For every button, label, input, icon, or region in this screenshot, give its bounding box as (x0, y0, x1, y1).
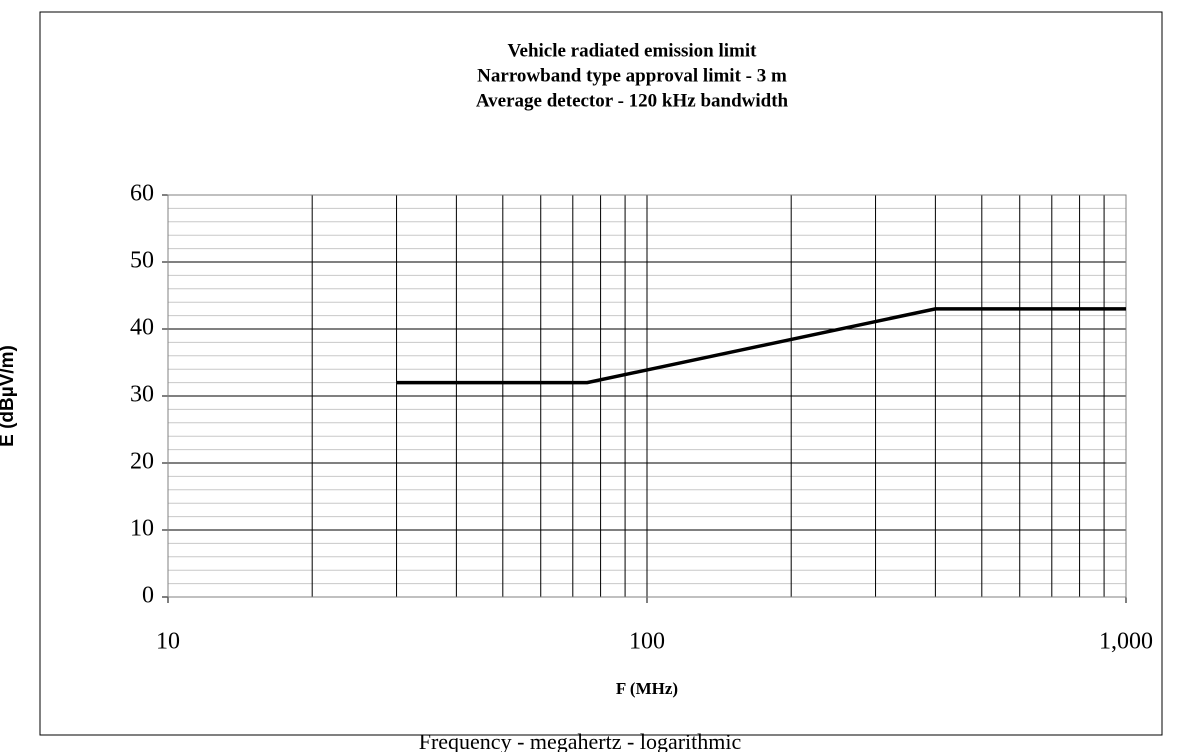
frame-edge (40, 734, 1162, 736)
plot-border (167, 194, 1127, 598)
chart-title: Vehicle radiated emission limit (508, 40, 758, 61)
y-tick-label: 50 (130, 248, 154, 274)
y-axis-label: E (dBµV/m) (0, 345, 18, 447)
chart-title: Average detector - 120 kHz bandwidth (476, 90, 789, 111)
caption: Frequency - megahertz - logarithmic (419, 729, 742, 752)
y-tick-label: 40 (130, 315, 154, 341)
y-tick-label: 0 (142, 583, 154, 609)
y-tick-label: 10 (130, 516, 154, 542)
chart-title: Narrowband type approval limit - 3 m (477, 65, 787, 86)
x-axis-label: F (MHz) (616, 679, 678, 698)
x-tick-label: 100 (629, 629, 665, 655)
data-line (396, 307, 1126, 385)
y-tick-label: 60 (130, 181, 154, 207)
y-tick-label: 20 (130, 449, 154, 475)
y-tick-label: 30 (130, 382, 154, 408)
x-tick-label: 10 (156, 629, 180, 655)
x-tick-label: 1,000 (1099, 629, 1153, 655)
